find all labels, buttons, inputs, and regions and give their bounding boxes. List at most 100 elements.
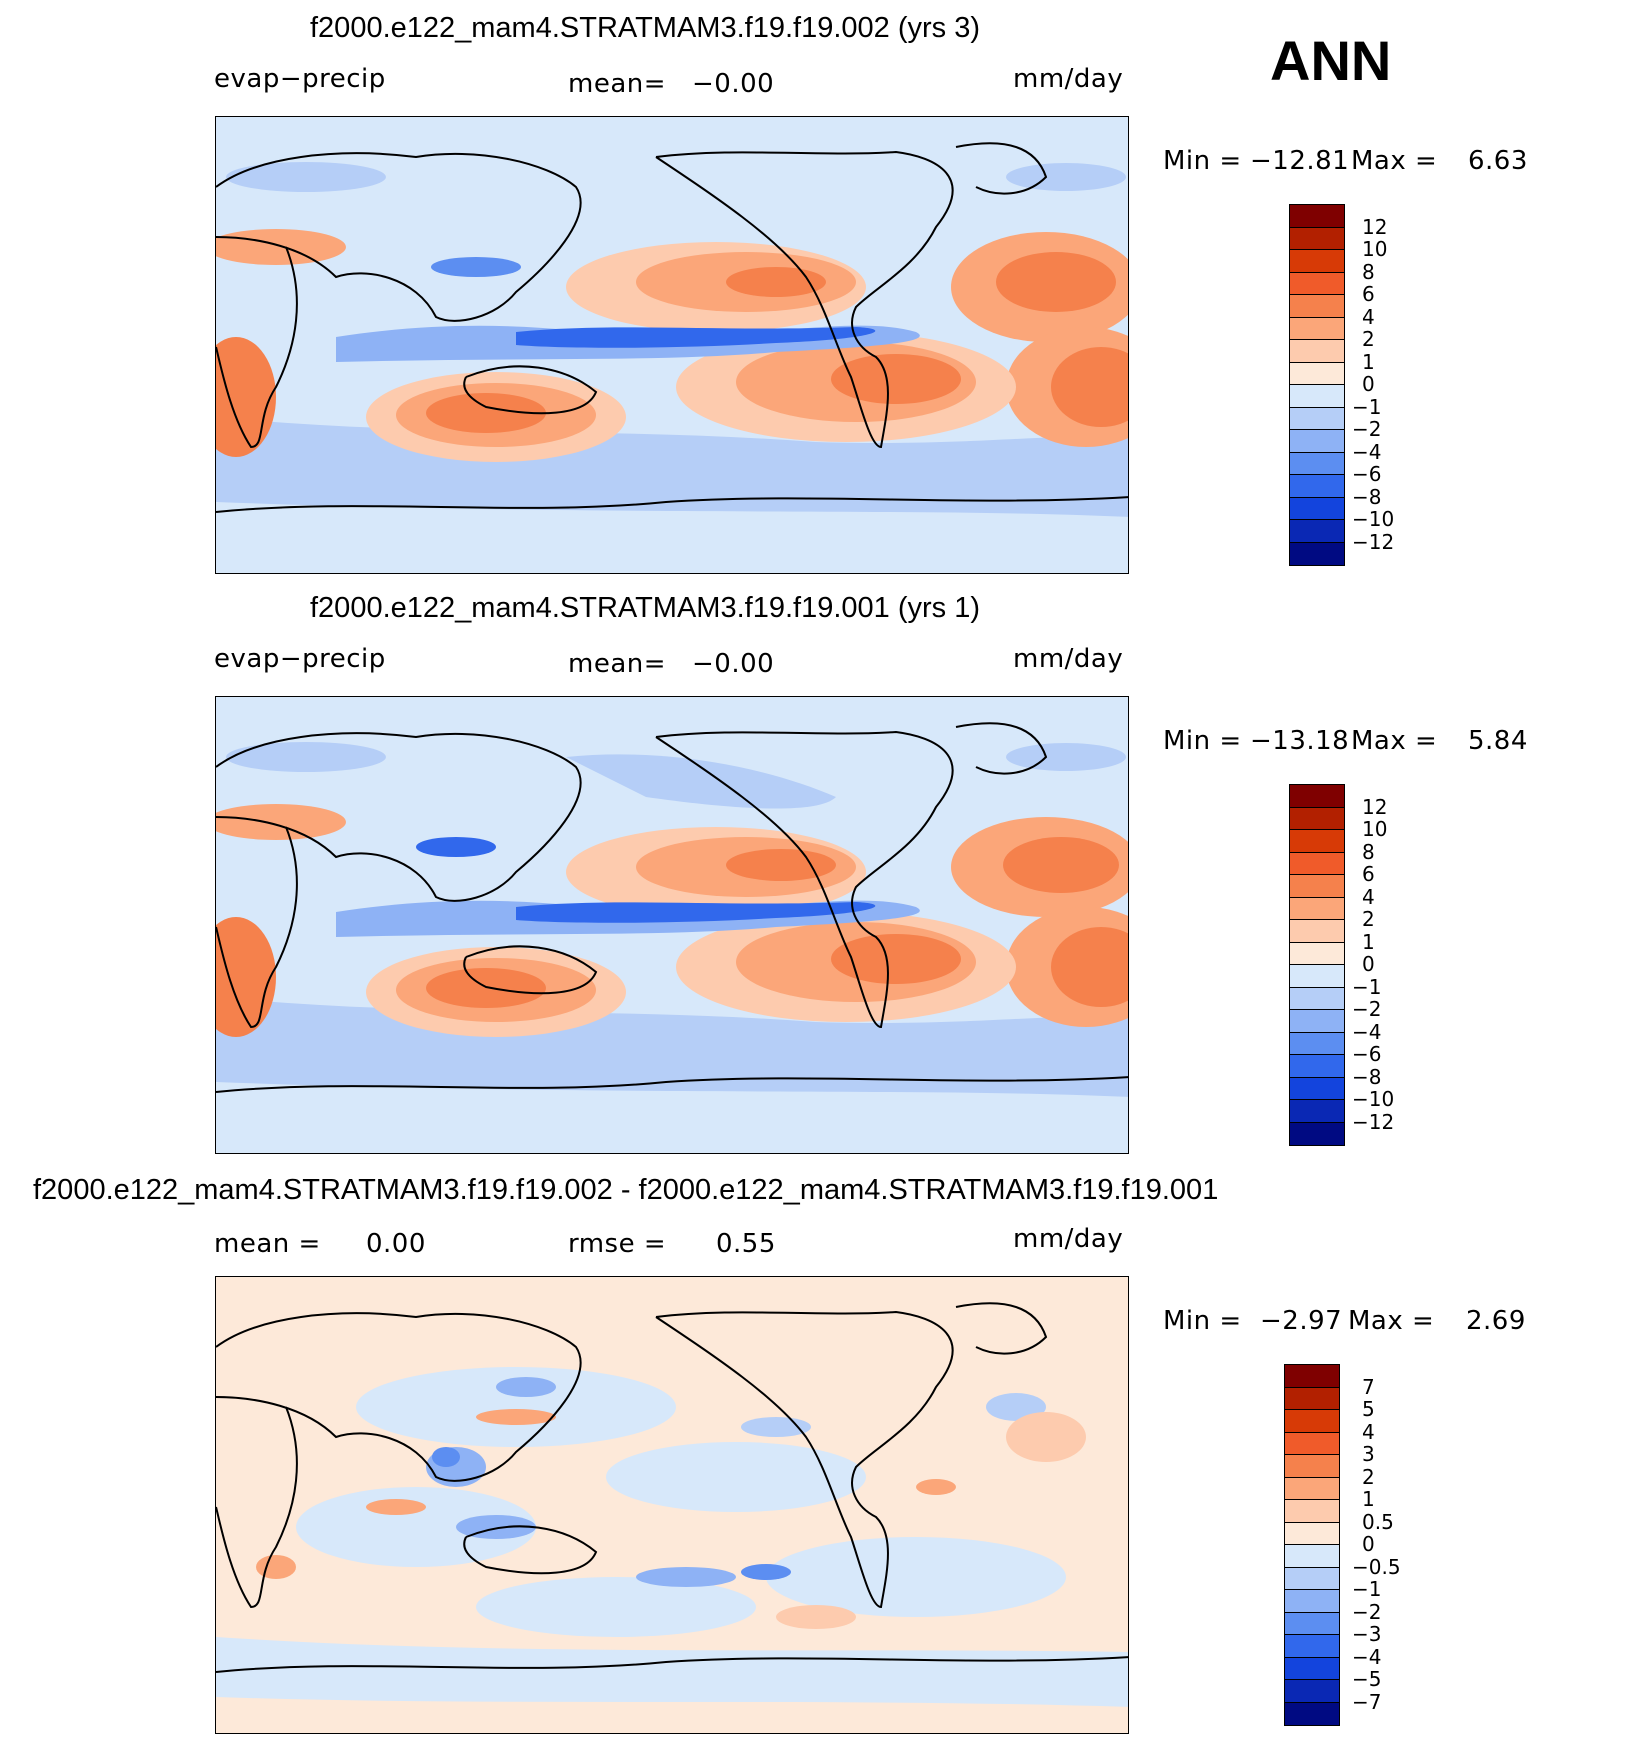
colorbar-swatch — [1290, 250, 1344, 273]
colorbar-level-label: −4 — [1352, 439, 1382, 464]
panel1-map — [215, 116, 1129, 574]
panel1-mean-value: −0.00 — [692, 69, 775, 99]
colorbar-level-label: 5 — [1362, 1397, 1375, 1421]
colorbar-swatch — [1290, 1032, 1344, 1055]
colorbar-swatch — [1290, 227, 1344, 250]
colorbar-swatch — [1285, 1545, 1339, 1568]
colorbar-level-label: −8 — [1352, 1064, 1382, 1089]
colorbar-swatch — [1285, 1522, 1339, 1545]
colorbar-level-label: −10 — [1352, 1087, 1395, 1111]
panel1-colorbar — [1289, 204, 1345, 566]
colorbar-swatch — [1290, 965, 1344, 988]
panel3-rmse-label: rmse = — [568, 1229, 667, 1259]
colorbar-swatch — [1290, 830, 1344, 853]
colorbar-level-label: −3 — [1352, 1622, 1382, 1646]
colorbar-level-label: −4 — [1352, 1019, 1382, 1044]
panel2-colorbar — [1289, 784, 1345, 1146]
colorbar-swatch — [1290, 520, 1344, 543]
colorbar-level-label: −2 — [1352, 997, 1382, 1021]
colorbar-swatch — [1290, 1055, 1344, 1078]
colorbar-level-label: 6 — [1362, 862, 1375, 886]
colorbar-level-label: 1 — [1362, 929, 1375, 954]
panel2-units: mm/day — [1013, 644, 1124, 674]
colorbar-swatch — [1285, 1432, 1339, 1455]
colorbar-swatch — [1285, 1702, 1339, 1725]
colorbar-swatch — [1285, 1680, 1339, 1703]
colorbar-level-label: −4 — [1352, 1644, 1382, 1669]
panel3-mean-label: mean = — [214, 1229, 321, 1259]
panel1-units: mm/day — [1013, 64, 1124, 94]
panel2-min-value: −13.18 — [1250, 726, 1350, 756]
colorbar-level-label: 0 — [1362, 372, 1375, 396]
colorbar-swatch — [1290, 785, 1344, 808]
colorbar-swatch — [1290, 362, 1344, 385]
panel3-title: f2000.e122_mam4.STRATMAM3.f19.f19.002 - … — [33, 1174, 1219, 1206]
panel2-max-label: Max = — [1351, 726, 1438, 756]
colorbar-swatch — [1290, 1010, 1344, 1033]
colorbar-swatch — [1290, 1122, 1344, 1145]
season-label: ANN — [1270, 29, 1392, 92]
colorbar-level-label: −7 — [1352, 1689, 1382, 1714]
colorbar-level-label: 0.5 — [1362, 1509, 1394, 1534]
colorbar-level-label: −1 — [1352, 1577, 1382, 1601]
colorbar-swatch — [1285, 1477, 1339, 1500]
colorbar-swatch — [1290, 942, 1344, 965]
panel3-min-value: −2.97 — [1260, 1306, 1343, 1336]
panel1-min-value: −12.81 — [1250, 146, 1350, 176]
colorbar-swatch — [1290, 475, 1344, 498]
panel2-map — [215, 696, 1129, 1154]
colorbar-level-label: 10 — [1362, 237, 1388, 261]
panel3-colorbar — [1284, 1364, 1340, 1726]
colorbar-level-label: −5 — [1352, 1667, 1382, 1691]
panel3-map — [215, 1276, 1129, 1734]
colorbar-level-label: −1 — [1352, 394, 1382, 419]
colorbar-swatch — [1290, 295, 1344, 318]
panel2-min-label: Min = — [1163, 726, 1242, 756]
panel1-map-field — [216, 117, 1128, 573]
colorbar-level-label: 12 — [1362, 214, 1388, 239]
panel2-mean-label: mean= — [568, 649, 667, 679]
colorbar-swatch — [1285, 1410, 1339, 1433]
colorbar-level-label: −8 — [1352, 484, 1382, 509]
panel3-max-label: Max = — [1348, 1306, 1435, 1336]
panel1-title: f2000.e122_mam4.STRATMAM3.f19.f19.002 (y… — [310, 12, 980, 44]
panel3-map-field — [216, 1277, 1128, 1733]
panel1-max-value: 6.63 — [1468, 146, 1528, 176]
colorbar-level-label: 10 — [1362, 817, 1388, 841]
colorbar-swatch — [1290, 407, 1344, 430]
colorbar-level-label: −2 — [1352, 417, 1382, 441]
colorbar-swatch — [1290, 542, 1344, 565]
colorbar-level-label: −6 — [1352, 1042, 1382, 1066]
colorbar-swatch — [1285, 1365, 1339, 1388]
colorbar-level-label: 8 — [1362, 259, 1375, 284]
colorbar-swatch — [1285, 1612, 1339, 1635]
colorbar-swatch — [1285, 1635, 1339, 1658]
colorbar-level-label: 3 — [1362, 1442, 1375, 1466]
panel2-mean-value: −0.00 — [692, 649, 775, 679]
panel2-map-field — [216, 697, 1128, 1153]
colorbar-swatch — [1290, 317, 1344, 340]
colorbar-swatch — [1290, 340, 1344, 363]
panel1-mean-label: mean= — [568, 69, 667, 99]
panel1-min-label: Min = — [1163, 146, 1242, 176]
colorbar-swatch — [1285, 1500, 1339, 1523]
colorbar-level-label: 6 — [1362, 282, 1375, 306]
colorbar-level-label: 0 — [1362, 1532, 1375, 1556]
colorbar-level-label: 1 — [1362, 1487, 1375, 1511]
colorbar-level-label: 8 — [1362, 839, 1375, 864]
colorbar-swatch — [1290, 430, 1344, 453]
colorbar-swatch — [1290, 497, 1344, 520]
colorbar-swatch — [1290, 452, 1344, 475]
panel2-variable: evap−precip — [214, 644, 386, 674]
colorbar-level-label: −10 — [1352, 507, 1395, 531]
colorbar-level-label: 1 — [1362, 349, 1375, 374]
panel3-min-label: Min = — [1163, 1306, 1242, 1336]
colorbar-swatch — [1290, 987, 1344, 1010]
colorbar-swatch — [1290, 920, 1344, 943]
colorbar-swatch — [1290, 852, 1344, 875]
colorbar-level-label: 4 — [1362, 884, 1375, 909]
colorbar-swatch — [1290, 1100, 1344, 1123]
colorbar-level-label: 12 — [1362, 794, 1388, 819]
colorbar-swatch — [1290, 1077, 1344, 1100]
panel3-rmse-value: 0.55 — [716, 1229, 776, 1259]
